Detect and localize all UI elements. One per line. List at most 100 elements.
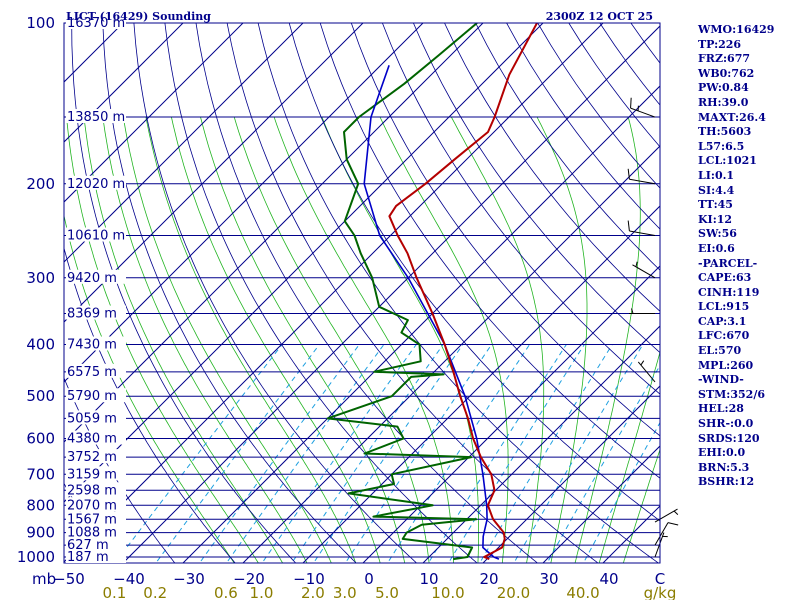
- stat-item: LFC:670: [698, 329, 750, 343]
- stat-item: MPL:260: [698, 358, 754, 372]
- height-label-bg: [66, 410, 126, 425]
- sounding-indices: WMO:16429 TP:226 FRZ:677 WB0:762 PW:0.84 RH:3…: [698, 23, 798, 490]
- moist-adiabat: [200, 116, 406, 563]
- chart-time: 2300Z 12 OCT 25: [546, 10, 653, 23]
- moist-adiabat: [122, 116, 332, 563]
- height-label-bg: [66, 336, 126, 351]
- mixing-ratio-line: [312, 344, 464, 563]
- isotherm-line: [64, 23, 184, 143]
- mixing-ratio-labels: 0.1 0.2 0.6 1.0 2.0 3.0 5.0 10.0 20.0 40.0: [102, 584, 599, 600]
- chart-title: LICT (16429) Sounding: [66, 10, 211, 23]
- pressure-tick-label: 400: [26, 336, 55, 354]
- stat-item: -PARCEL-: [698, 256, 758, 270]
- stat-item: BRN:5.3: [698, 460, 750, 474]
- dry-adiabat: [71, 23, 297, 563]
- mixing-ratio-line: [155, 344, 320, 563]
- height-label-bg: [66, 537, 126, 552]
- moist-adiabat: [102, 116, 308, 563]
- temperature-tick-label: −50: [53, 570, 85, 588]
- dry-adiabat: [350, 23, 660, 437]
- stat-item: EL:570: [698, 344, 742, 358]
- height-label-bg: [66, 549, 126, 563]
- stat-item: -WIND-: [698, 373, 744, 387]
- pressure-tick-label: 800: [26, 496, 55, 514]
- temperature-tick-label: 40: [599, 570, 618, 588]
- isotherm-line: [64, 23, 424, 383]
- wind-barb: [654, 522, 679, 546]
- stat-item: LCL:1021: [698, 154, 757, 168]
- moist-adiabat: [598, 350, 660, 563]
- pressure-tick-label: 300: [26, 269, 55, 287]
- height-label: 4380 m: [67, 432, 117, 447]
- dry-adiabat: [64, 377, 176, 563]
- height-label-bg: [66, 511, 126, 526]
- isotherm-line: [64, 23, 484, 443]
- stat-item: KI:12: [698, 212, 733, 226]
- temperature-tick-label: −20: [233, 570, 265, 588]
- stat-item: LCL:915: [698, 300, 750, 314]
- dry-adiabat: [102, 23, 357, 563]
- mixing-ratio-tick-label: 1.0: [250, 584, 274, 600]
- height-label: 16370 m: [67, 16, 125, 31]
- stat-item: EHI:0.0: [698, 446, 746, 460]
- isotherm-line: [422, 325, 660, 563]
- dry-adiabat: [444, 23, 660, 312]
- height-label-bg: [66, 430, 126, 445]
- mixing-ratio-line: [344, 344, 493, 563]
- mixing-ratio-lines: [114, 344, 660, 563]
- wind-barb: [654, 532, 668, 558]
- mixing-ratio-line: [291, 344, 444, 563]
- stat-item: RH:39.0: [698, 95, 749, 109]
- stat-item: CINH:119: [698, 285, 760, 299]
- height-label: 2598 m: [67, 483, 117, 498]
- temperature-axis-labels: −50 −40 −30 −20 −10 0 10 20 30 40: [53, 570, 618, 588]
- moist-adiabats: [64, 116, 660, 563]
- parcel-path: [363, 65, 500, 560]
- stat-item: FRZ:677: [698, 52, 751, 66]
- height-label-bg: [66, 175, 126, 190]
- height-label-bg: [66, 482, 126, 497]
- isotherm-line: [362, 265, 660, 563]
- height-label: 2070 m: [67, 498, 117, 513]
- mixing-ratio-tick-label: 0.1: [102, 584, 126, 600]
- pressure-tick-label: 900: [26, 524, 55, 542]
- isotherm-line: [0, 11, 15, 568]
- height-label: 8369 m: [67, 307, 117, 322]
- height-label-bg: [66, 388, 126, 403]
- stat-item: WMO:16429: [698, 23, 775, 36]
- height-label: 7430 m: [67, 338, 117, 353]
- isotherm-line: [482, 385, 660, 563]
- height-label-bg: [66, 227, 126, 242]
- height-label: 13850 m: [67, 110, 125, 125]
- mixing-ratio-tick-label: 0.2: [143, 584, 167, 600]
- mixing-ratio-line: [513, 344, 644, 563]
- pressure-tick-label: 600: [26, 430, 55, 448]
- height-label: 1567 m: [67, 512, 117, 527]
- mixing-ratio-tick-label: 2.0: [301, 584, 325, 600]
- mixing-ratio-line: [447, 344, 585, 563]
- stat-item: LI:0.1: [698, 168, 735, 182]
- isotherm-line: [64, 23, 244, 203]
- stat-item: BSHR:12: [698, 475, 755, 489]
- mixing-unit-label: g/kg: [644, 584, 677, 600]
- wind-barbs: [627, 97, 679, 558]
- wind-barb: [629, 308, 655, 315]
- temperature-tick-label: 30: [539, 570, 558, 588]
- mixing-ratio-tick-label: 5.0: [375, 584, 399, 600]
- stat-item: STM:352/6: [698, 387, 765, 401]
- temperature-profile: [388, 23, 538, 561]
- isotherm-line: [64, 23, 364, 323]
- stat-item: SRDS:120: [698, 431, 760, 445]
- mixing-ratio-line: [582, 421, 660, 563]
- dry-adiabat: [164, 23, 478, 563]
- height-label: 12020 m: [67, 177, 125, 192]
- mixing-ratio-tick-label: 40.0: [566, 584, 599, 600]
- height-label: 3752 m: [67, 450, 117, 465]
- mixing-ratio-line: [225, 344, 385, 563]
- mixing-ratio-line: [546, 364, 660, 563]
- stat-item: CAPE:63: [698, 271, 752, 285]
- stat-item: TH:5603: [698, 125, 752, 139]
- mixing-ratio-line: [386, 344, 531, 563]
- stat-item: WB0:762: [698, 66, 755, 80]
- temperature-unit-label: C: [655, 570, 665, 588]
